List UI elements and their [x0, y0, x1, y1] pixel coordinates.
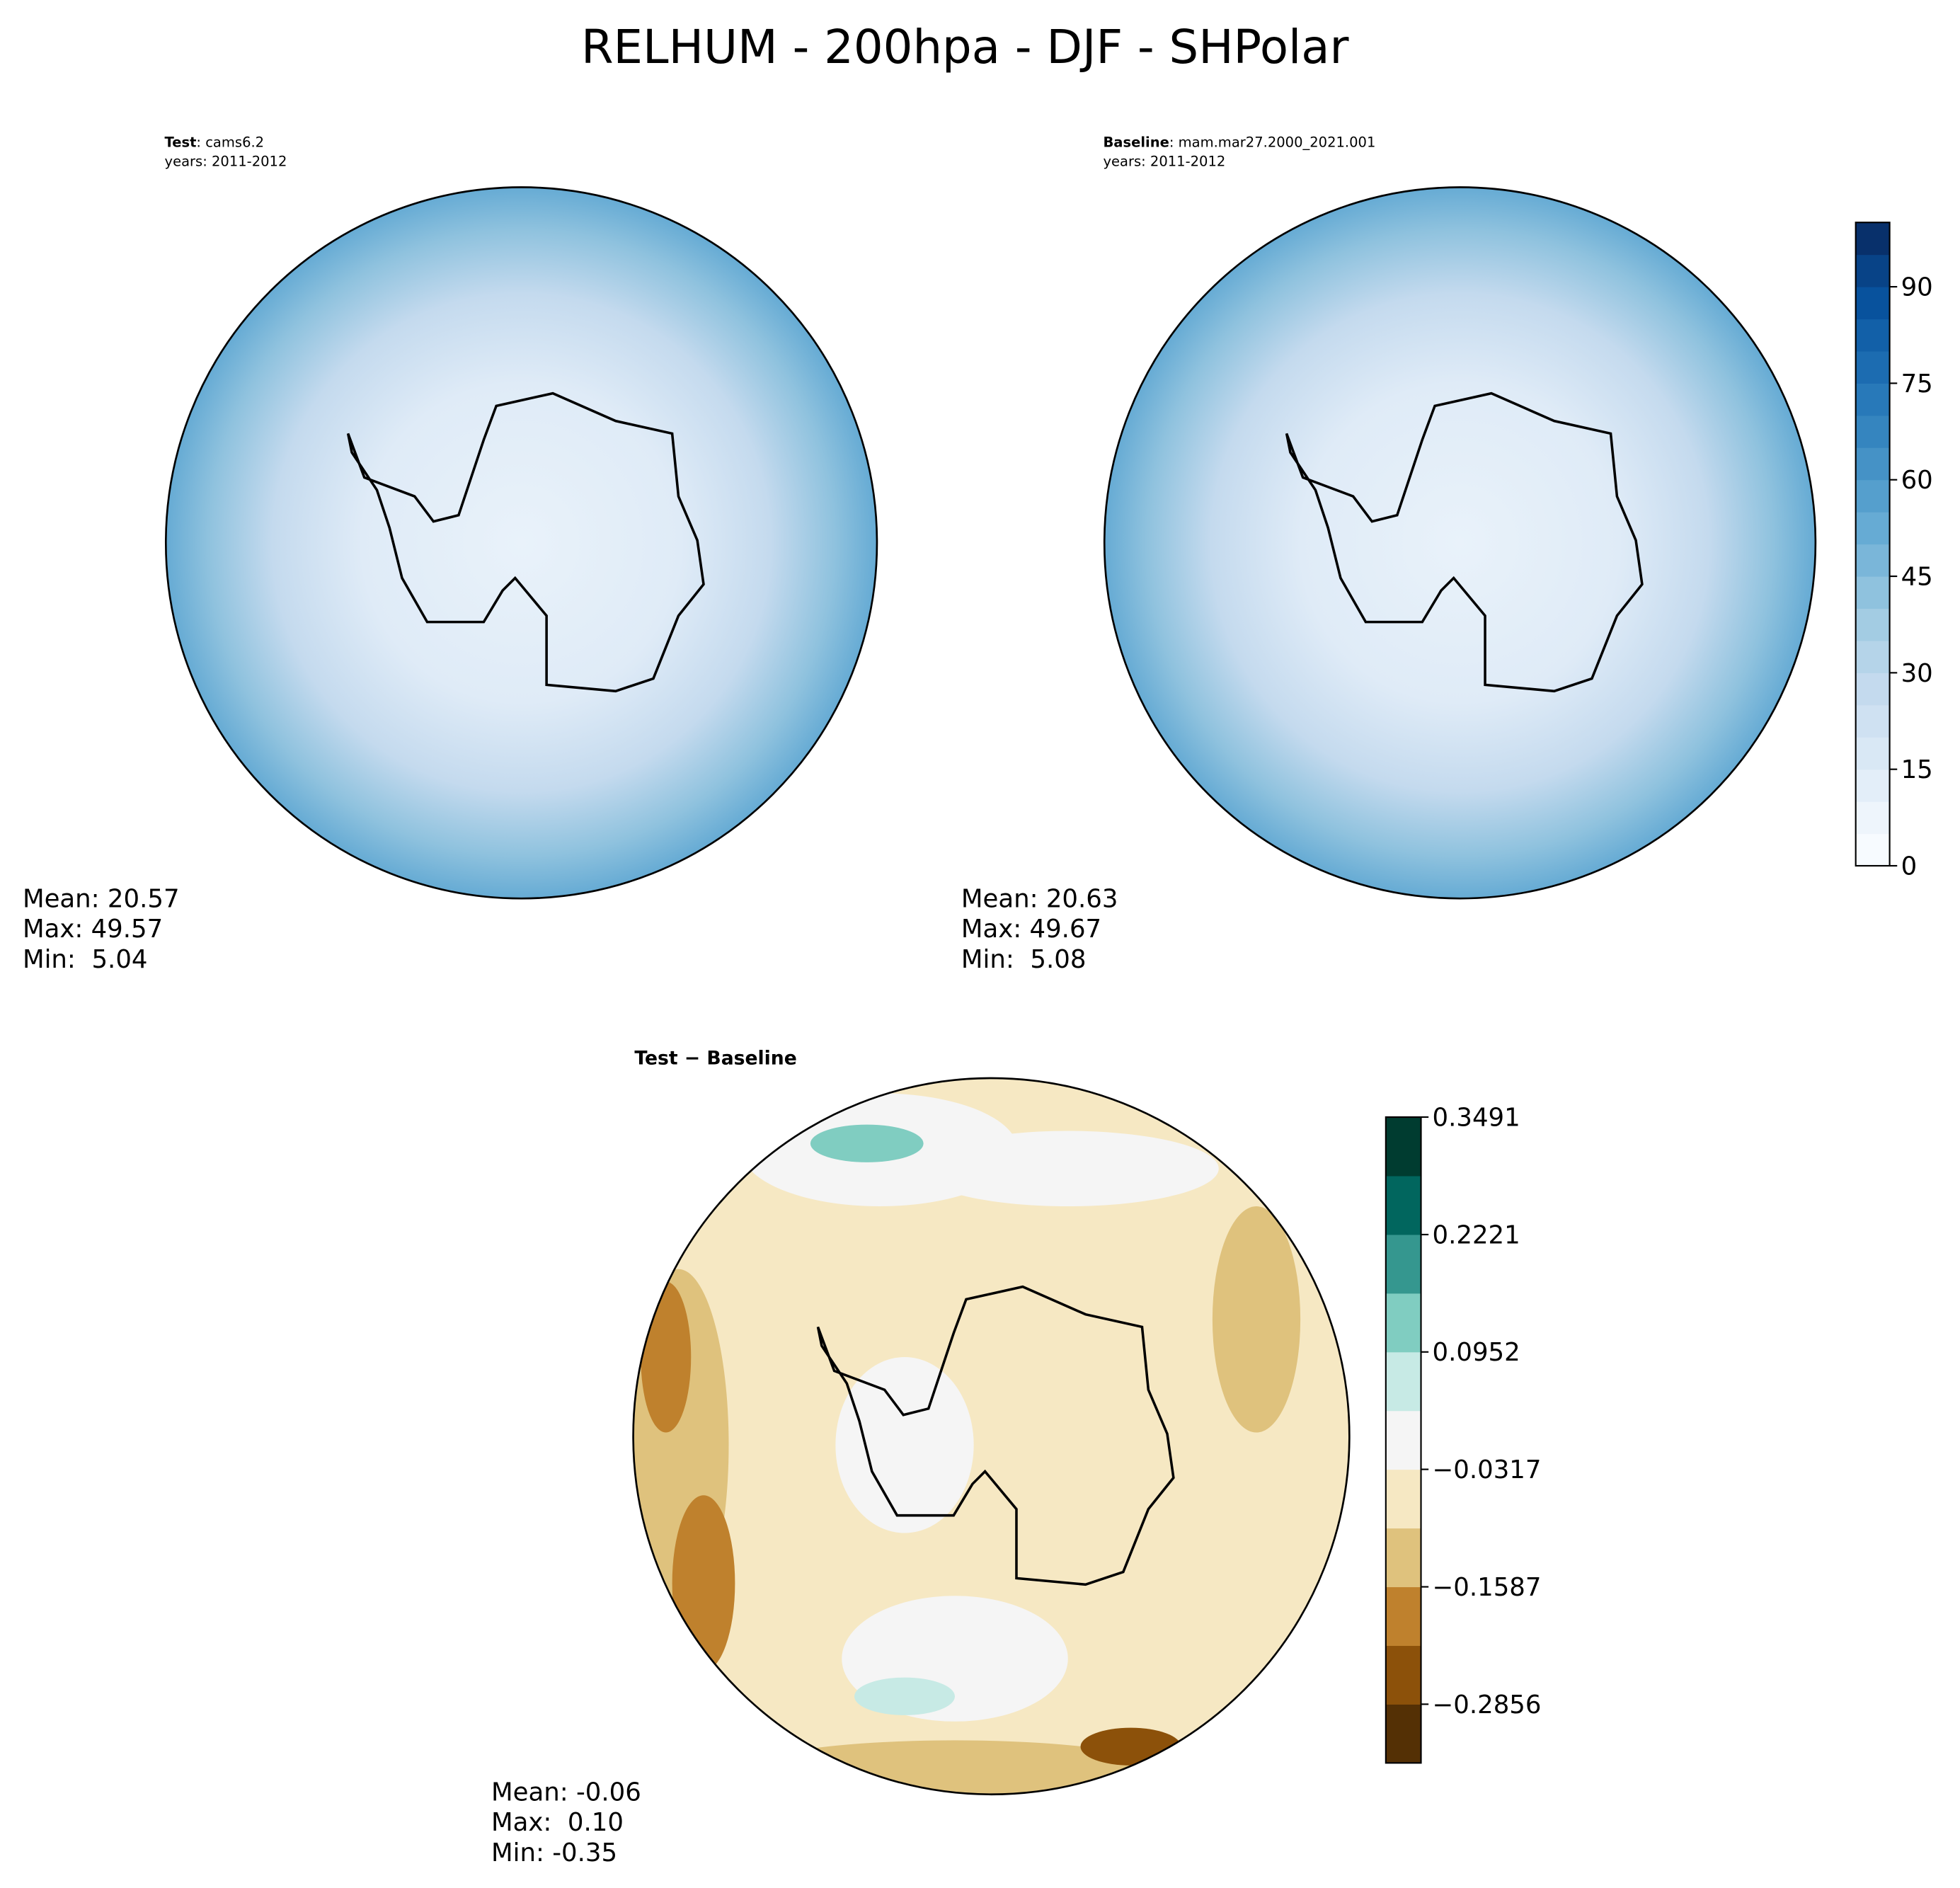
colorbar-band [1855, 479, 1890, 513]
stat: Min: 5.08 [961, 945, 1087, 974]
colorbar-band [1855, 319, 1890, 352]
colorbar-band [1385, 1586, 1421, 1647]
colorbar-tick-label: 0.2221 [1433, 1220, 1520, 1249]
colorbar-tick-label: −0.2856 [1433, 1690, 1542, 1720]
colorbar-band [1855, 673, 1890, 706]
colorbar-band [1855, 801, 1890, 835]
colorbar-band [1855, 576, 1890, 610]
colorbar-band [1385, 1704, 1421, 1763]
colorbar-band [1855, 640, 1890, 673]
colorbar-tick-label: 30 [1901, 659, 1933, 688]
colorbar-frame [1385, 1116, 1422, 1764]
colorbar-frame [1855, 222, 1891, 867]
colorbar-band [1385, 1293, 1421, 1353]
colorbar-band [1385, 1175, 1421, 1235]
colorbar-band [1855, 415, 1890, 448]
panel-title: Test − Baseline [634, 1047, 796, 1069]
colorbar-tick-label: 60 [1901, 466, 1933, 495]
colorbar-band [1855, 769, 1890, 802]
colorbar-band [1855, 833, 1890, 866]
colorbar-tick-label: 0 [1901, 852, 1918, 881]
colorbar-tick-label: −0.0317 [1433, 1455, 1542, 1484]
stat: Min: -0.35 [491, 1838, 617, 1867]
colorbar-band [1855, 222, 1890, 256]
colorbar-band [1855, 608, 1890, 641]
colorbar-band [1855, 737, 1890, 770]
colorbar-band [1855, 447, 1890, 481]
colorbar-tick-label: 0.3491 [1433, 1103, 1520, 1132]
colorbar-band [1385, 1351, 1421, 1412]
colorbar-band [1385, 1469, 1421, 1529]
panel-label: Baseline [1103, 135, 1169, 151]
colorbar-band [1855, 544, 1890, 577]
map-difference [632, 1077, 1351, 1796]
colorbar-tick-label: 45 [1901, 562, 1933, 591]
stat: Mean: 20.57 [23, 885, 180, 914]
panel-title: Test: cams6.2 [165, 135, 265, 151]
colorbar-band [1855, 512, 1890, 545]
colorbar-band [1855, 254, 1890, 287]
colorbar-tick-label: 75 [1901, 370, 1933, 399]
colorbar-band [1855, 383, 1890, 416]
colorbar-band [1385, 1410, 1421, 1470]
panel-years: years: 2011-2012 [1103, 153, 1225, 169]
colorbar-tick-label: 0.0952 [1433, 1338, 1520, 1367]
stat: Max: 0.10 [491, 1808, 624, 1837]
panel-title: Baseline: mam.mar27.2000_2021.001 [1103, 135, 1375, 151]
colorbar-band [1385, 1528, 1421, 1588]
panel-label: Test [165, 135, 197, 151]
colorbar-tick-label: −0.1587 [1433, 1573, 1542, 1602]
colorbar-band [1855, 704, 1890, 738]
colorbar-band [1855, 350, 1890, 384]
map-baseline [1103, 186, 1817, 900]
colorbar-band [1385, 1234, 1421, 1294]
figure-title: RELHUM - 200hpa - DJF - SHPolar [581, 21, 1349, 74]
colorbar-band [1385, 1645, 1421, 1705]
stat: Max: 49.67 [961, 915, 1101, 944]
panel-case: : cams6.2 [196, 135, 264, 151]
map-test [164, 186, 878, 900]
colorbar-tick-label: 15 [1901, 755, 1933, 784]
panel-case: : mam.mar27.2000_2021.001 [1169, 135, 1376, 151]
panel-years: years: 2011-2012 [165, 153, 287, 169]
stat: Min: 5.04 [23, 945, 148, 974]
colorbar-tick-label: 90 [1901, 273, 1933, 302]
colorbar-band [1385, 1117, 1421, 1177]
stat: Mean: 20.63 [961, 885, 1118, 914]
stat: Mean: -0.06 [491, 1778, 641, 1807]
stat: Max: 49.57 [23, 915, 163, 944]
colorbar-band [1855, 287, 1890, 320]
